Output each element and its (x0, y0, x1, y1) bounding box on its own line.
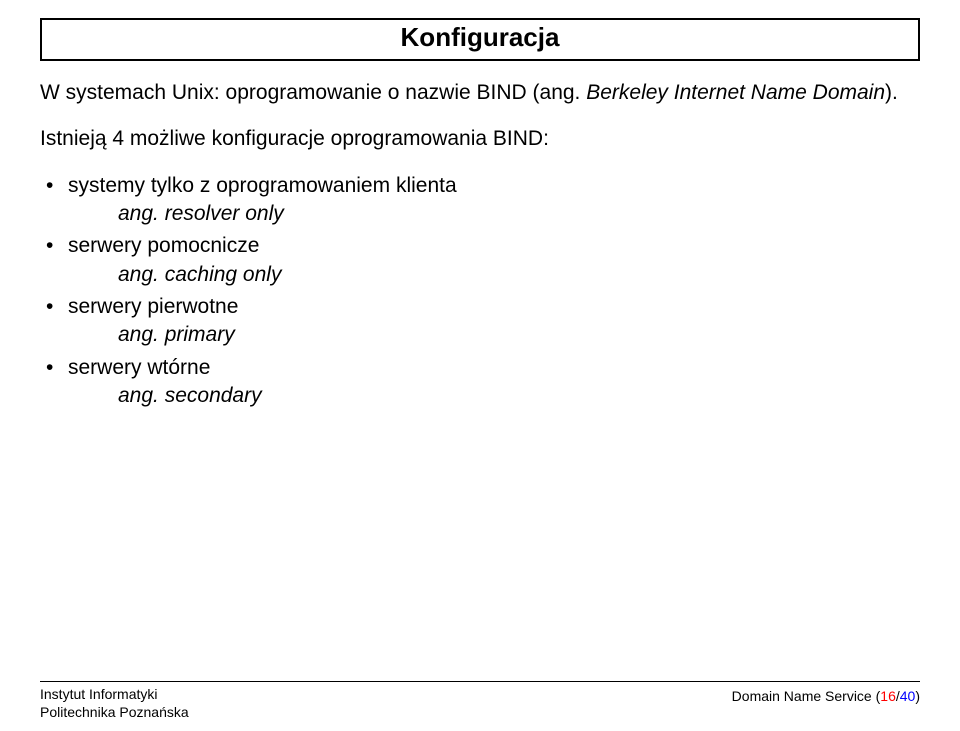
title-frame: Konfiguracja (40, 18, 920, 61)
footer-rule (40, 681, 920, 682)
content-area: W systemach Unix: oprogramowanie o nazwi… (40, 79, 920, 410)
page-number-total: 40 (900, 688, 916, 704)
lead-paragraph: Istnieją 4 możliwe konfiguracje oprogram… (40, 125, 920, 153)
list-item: systemy tylko z oprogramowaniem klienta … (40, 172, 920, 229)
intro-text-2: ). (885, 81, 898, 104)
list-item-sub: ang. primary (68, 321, 920, 349)
footer-close-paren: ) (915, 688, 920, 704)
list-item-sub: ang. resolver only (68, 200, 920, 228)
list-item-main: serwery wtórne (68, 356, 210, 379)
footer-left: Instytut Informatyki Politechnika Poznań… (40, 686, 189, 721)
intro-text-1: W systemach Unix: oprogramowanie o nazwi… (40, 81, 586, 104)
list-item-main: serwery pomocnicze (68, 234, 259, 257)
footer-service-label: Domain Name Service ( (732, 688, 881, 704)
page-number-current: 16 (880, 688, 896, 704)
footer-institute: Instytut Informatyki (40, 686, 189, 704)
intro-paragraph: W systemach Unix: oprogramowanie o nazwi… (40, 79, 920, 107)
footer-university: Politechnika Poznańska (40, 704, 189, 722)
intro-italic: Berkeley Internet Name Domain (586, 81, 885, 104)
footer-right: Domain Name Service (16/40) (732, 686, 920, 704)
list-item: serwery pomocnicze ang. caching only (40, 232, 920, 289)
list-item: serwery pierwotne ang. primary (40, 293, 920, 350)
list-item: serwery wtórne ang. secondary (40, 354, 920, 411)
page-title: Konfiguracja (52, 22, 908, 53)
bullet-list: systemy tylko z oprogramowaniem klienta … (40, 172, 920, 411)
footer-row: Instytut Informatyki Politechnika Poznań… (40, 686, 920, 721)
list-item-main: serwery pierwotne (68, 295, 238, 318)
list-item-sub: ang. secondary (68, 382, 920, 410)
list-item-sub: ang. caching only (68, 261, 920, 289)
list-item-main: systemy tylko z oprogramowaniem klienta (68, 174, 457, 197)
footer: Instytut Informatyki Politechnika Poznań… (40, 681, 920, 721)
